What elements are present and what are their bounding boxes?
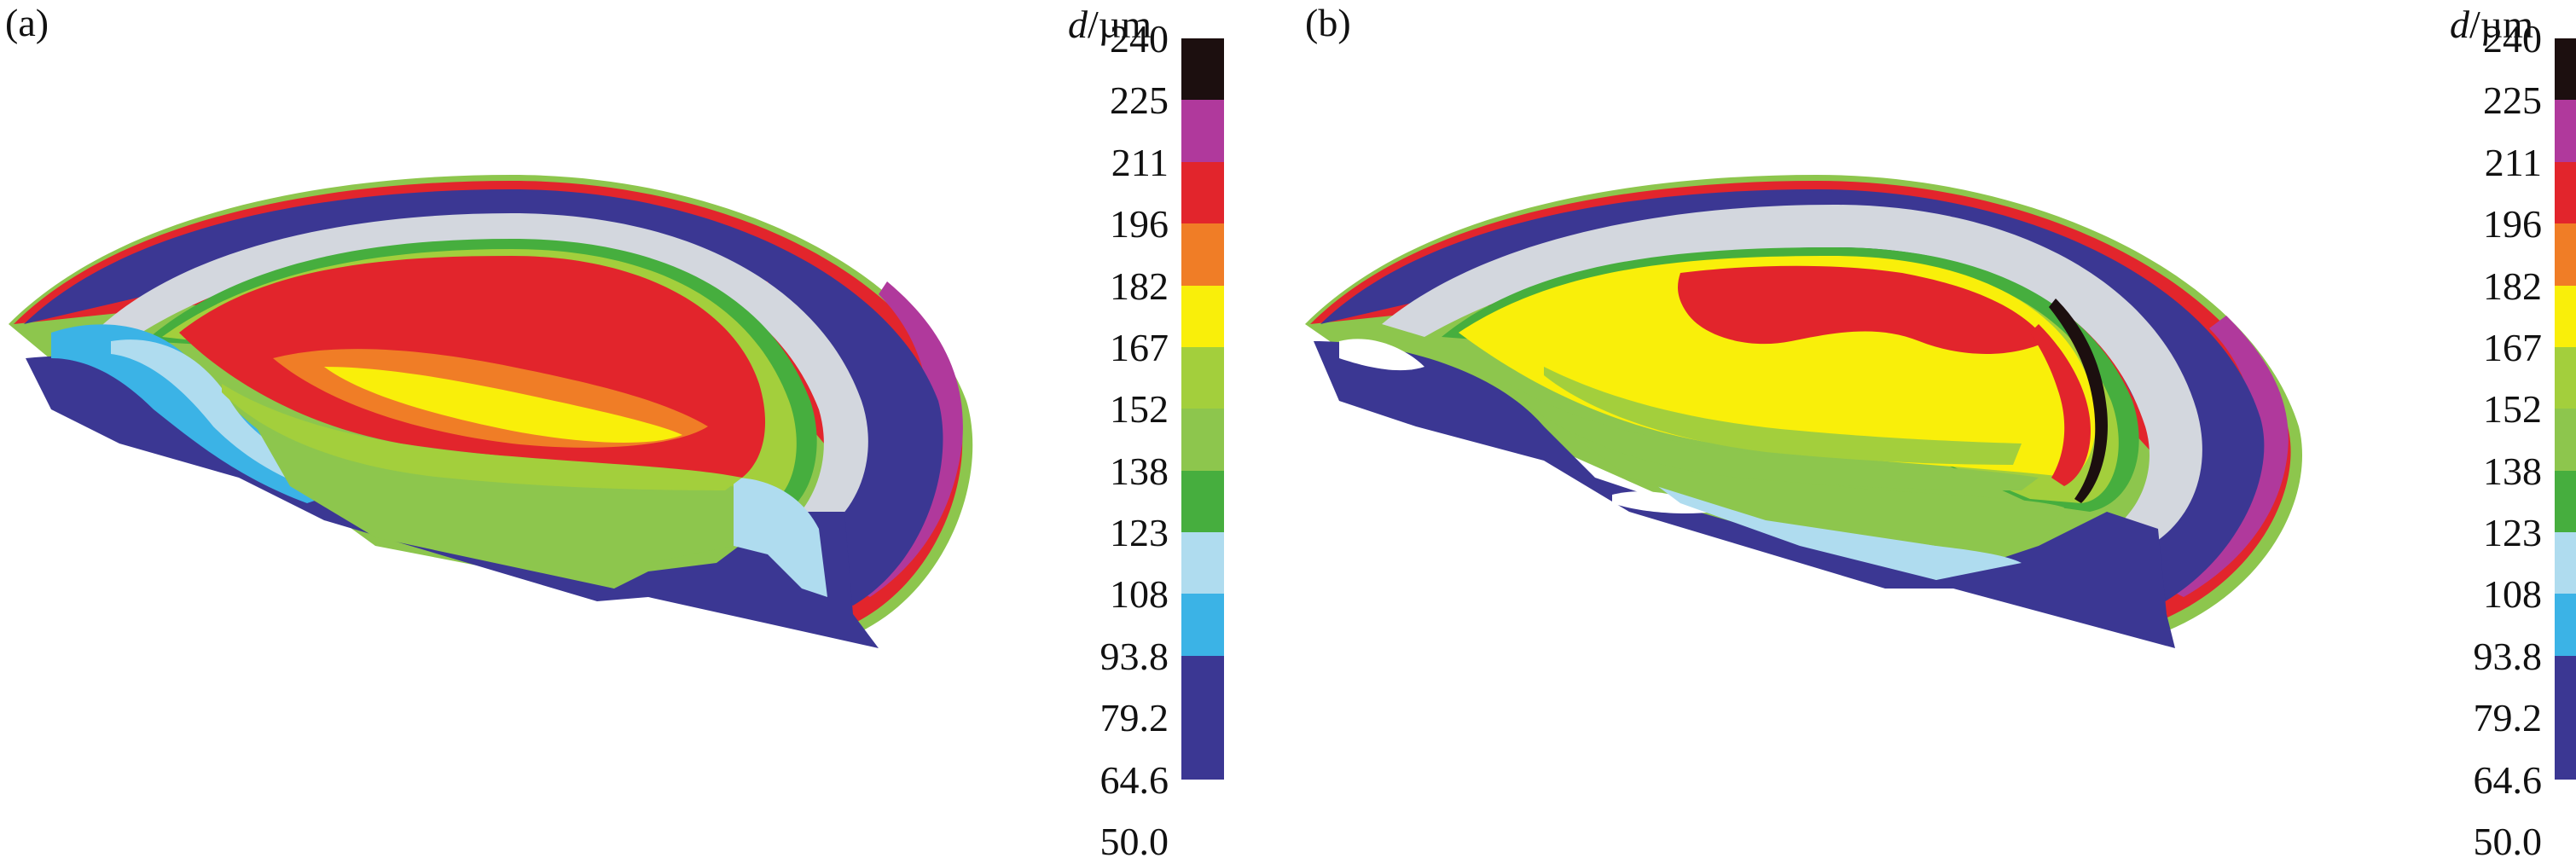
right-zone-lightblue	[734, 478, 827, 597]
colorbar-tick-label: 79.2	[2473, 696, 2543, 740]
core-red-right	[2030, 324, 2091, 486]
core-red-patches	[1678, 265, 2047, 354]
colorbar-title-b: d/µm	[2450, 3, 2534, 46]
colorbar-tick-label: 211	[1111, 140, 1169, 184]
lower-zone-green	[1561, 426, 2064, 546]
colorbar-b	[2555, 38, 2576, 842]
colorbar-segment	[1181, 409, 1224, 472]
colorbar-tick-label: 225	[2483, 78, 2542, 123]
colorbar-segment	[1181, 100, 1224, 163]
colorbar-segment	[1181, 346, 1224, 410]
white-gap-mid	[1612, 491, 1714, 513]
colorbar-title-a: d/µm	[1068, 3, 1152, 46]
colorbar-tick-label: 138	[2483, 449, 2542, 493]
lower-body-navy	[1314, 341, 2175, 648]
core-black-arc	[2049, 299, 2108, 503]
colorbar-tick-label: 225	[1110, 78, 1169, 123]
colorbar-a	[1181, 38, 1224, 842]
colorbar-segment	[2555, 409, 2576, 472]
colorbar-segment	[1181, 532, 1224, 595]
colorbar-tick-label: 93.8	[1099, 634, 1169, 678]
colorbar-segment	[1181, 655, 1224, 719]
colorbar-tick-label: 211	[2484, 140, 2542, 184]
colorbar-segment	[1181, 717, 1224, 780]
colorbar-tick-label: 50.0	[1099, 820, 1169, 863]
colorbar-segment	[2555, 779, 2576, 842]
panel-a: (a) d/µm 240 225 211 196 182 167 152 138 123 108 9…	[0, 0, 1288, 863]
outer-band-magenta	[853, 281, 963, 597]
core-lower-green	[1510, 384, 2039, 490]
colorbar-segment	[1181, 38, 1224, 101]
colorbar-segment	[2555, 38, 2576, 101]
colorbar-segment	[2555, 223, 2576, 287]
core-lime-band	[1544, 367, 2022, 465]
colorbar-segment	[2555, 100, 2576, 163]
colorbar-tick-label: 182	[1110, 264, 1169, 308]
colorbar-tick-label: 50.0	[2473, 820, 2543, 863]
colorbar-tick-label: 196	[1110, 202, 1169, 246]
core-yellow	[324, 367, 682, 444]
colorbar-tick-label: 182	[2483, 264, 2542, 308]
colorbar-segment	[2555, 161, 2576, 225]
colorbar-segment	[1181, 594, 1224, 657]
colorbar-tick-label: 167	[2483, 325, 2542, 369]
colorbar-segment	[2555, 470, 2576, 534]
colorbar-segment	[2555, 532, 2576, 595]
colorbar-tick-label: 196	[2483, 202, 2542, 246]
colorbar-segment	[2555, 594, 2576, 657]
colorbar-tick-label: 123	[2483, 511, 2542, 555]
colorbar-segment	[1181, 161, 1224, 225]
colorbar-segment	[1181, 470, 1224, 534]
colorbar-tick-label: 123	[1110, 511, 1169, 555]
colorbar-tick-label: 108	[1110, 572, 1169, 617]
colorbar-tick-label: 64.6	[1099, 757, 1169, 802]
colorbar-segment	[2555, 717, 2576, 780]
white-gap-left	[1339, 339, 1424, 371]
colorbar-tick-label: 152	[1110, 387, 1169, 432]
colorbar-tick-label: 64.6	[2473, 757, 2543, 802]
colorbar-tick-label: 240	[2483, 17, 2542, 61]
colorbar-segment	[2555, 655, 2576, 719]
outer-band-magenta	[2167, 316, 2289, 597]
colorbar-tick-label: 240	[1110, 17, 1169, 61]
colorbar-tick-label: 152	[2483, 387, 2542, 432]
panel-b: (b) d/µm 240 225 211 196 182 167 152 138 123 108 9…	[1288, 0, 2576, 863]
panel-b-label: (b)	[1305, 1, 1351, 44]
lower-body-navy	[26, 356, 879, 648]
colorbar-segment	[1181, 223, 1224, 287]
left-zone-lightblue	[111, 339, 375, 503]
thickness-map-a	[9, 175, 973, 648]
colorbar-segment	[2555, 346, 2576, 410]
colorbar-segment	[1181, 779, 1224, 842]
colorbar-tick-label: 138	[1110, 449, 1169, 493]
colorbar-segment	[2555, 285, 2576, 348]
panel-a-label: (a)	[5, 1, 49, 44]
colorbar-tick-label: 79.2	[1099, 696, 1169, 740]
colorbar-segment	[1181, 285, 1224, 348]
thickness-map-b	[1305, 175, 2303, 648]
core-lower-lime	[222, 384, 742, 490]
colorbar-tick-label: 167	[1110, 325, 1169, 369]
colorbar-tick-label: 108	[2483, 572, 2542, 617]
colorbar-tick-label: 93.8	[2473, 634, 2543, 678]
